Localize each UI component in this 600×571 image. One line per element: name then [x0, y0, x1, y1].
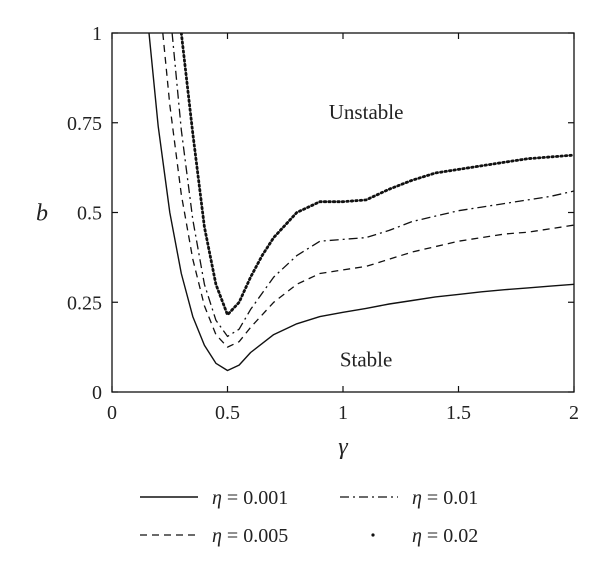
y-tick-label: 0.5 — [77, 203, 102, 225]
region-label-unstable: Unstable — [329, 100, 404, 124]
series-line-2 — [162, 33, 574, 348]
x-axis-label: γ — [338, 434, 348, 460]
legend-item: η = 0.005 — [140, 525, 288, 547]
region-label-stable: Stable — [340, 348, 393, 372]
x-tick-label: 2 — [569, 402, 579, 424]
x-tick-label: 1 — [338, 402, 348, 424]
y-tick-label: 0.25 — [67, 292, 102, 314]
legend-item: η = 0.001 — [140, 487, 288, 509]
legend-label: η = 0.005 — [212, 525, 288, 547]
legend-label: η = 0.02 — [412, 525, 478, 547]
legend-item: η = 0.01 — [340, 487, 478, 509]
x-tick-label: 1.5 — [446, 402, 471, 424]
series-line-3 — [171, 33, 574, 338]
series-line-1 — [148, 33, 574, 372]
plot-layer — [148, 33, 574, 372]
x-tick-label: 0 — [107, 402, 117, 424]
legend-swatch — [371, 533, 375, 537]
y-axis-label: b — [36, 201, 48, 227]
y-tick-label: 0 — [92, 382, 102, 404]
legend-item: η = 0.02 — [371, 525, 478, 547]
y-tick-label: 0.75 — [67, 113, 102, 135]
y-tick-label: 1 — [92, 23, 102, 45]
series-line-4 — [179, 33, 574, 317]
x-tick-label: 0.5 — [215, 402, 240, 424]
legend-label: η = 0.01 — [412, 487, 478, 509]
legend-label: η = 0.001 — [212, 487, 288, 509]
axes-layer: 0 0.5 1 1.5 2 0 0.25 0.5 0.75 1 γ b — [36, 23, 579, 460]
legend: η = 0.001 η = 0.005 η = 0.01 η = 0.02 — [140, 487, 478, 547]
plot-frame — [111, 32, 575, 393]
